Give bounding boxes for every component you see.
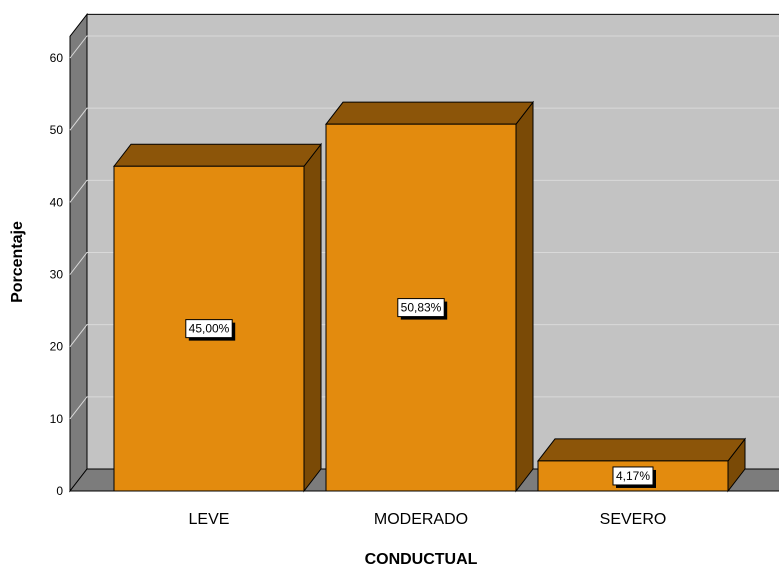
bar-top [324, 101, 535, 125]
gridline [69, 396, 779, 420]
y-tick-label: 30 [50, 268, 64, 282]
x-axis-title: CONDUCTUAL [365, 551, 478, 568]
y-tick-label: 20 [50, 340, 64, 354]
bar-side [303, 142, 322, 493]
y-tick-label: 60 [50, 51, 64, 65]
x-tick-label: LEVE [189, 511, 230, 528]
bar-top [112, 143, 323, 167]
y-tick-label: 40 [50, 195, 64, 209]
bar-side [515, 100, 534, 493]
x-axis: LEVE MODERADO SEVERO [189, 511, 667, 528]
x-tick-label: MODERADO [374, 511, 468, 528]
y-tick-label: 50 [50, 123, 64, 137]
data-label: 4,17% [616, 469, 650, 483]
gridline [69, 179, 779, 203]
data-label: 50,83% [401, 301, 442, 315]
gridline [69, 35, 779, 59]
data-label-box [397, 298, 445, 318]
data-label-box [612, 466, 654, 486]
y-axis: 0 10 20 30 40 50 60 [50, 51, 64, 498]
data-labels: 45,00% 50,83% 4,17% [185, 298, 656, 488]
left-wall [69, 12, 88, 493]
gridline [69, 324, 779, 347]
y-axis-title: Porcentaje [9, 221, 26, 303]
y-tick-label: 10 [50, 412, 64, 426]
data-label: 45,00% [189, 322, 230, 336]
gridlines [69, 35, 779, 420]
gridline [69, 107, 779, 131]
data-label-box [185, 319, 233, 339]
y-tick-label: 0 [56, 484, 63, 498]
bar-top [536, 438, 747, 462]
gridline [69, 252, 779, 275]
x-tick-label: SEVERO [600, 511, 667, 528]
